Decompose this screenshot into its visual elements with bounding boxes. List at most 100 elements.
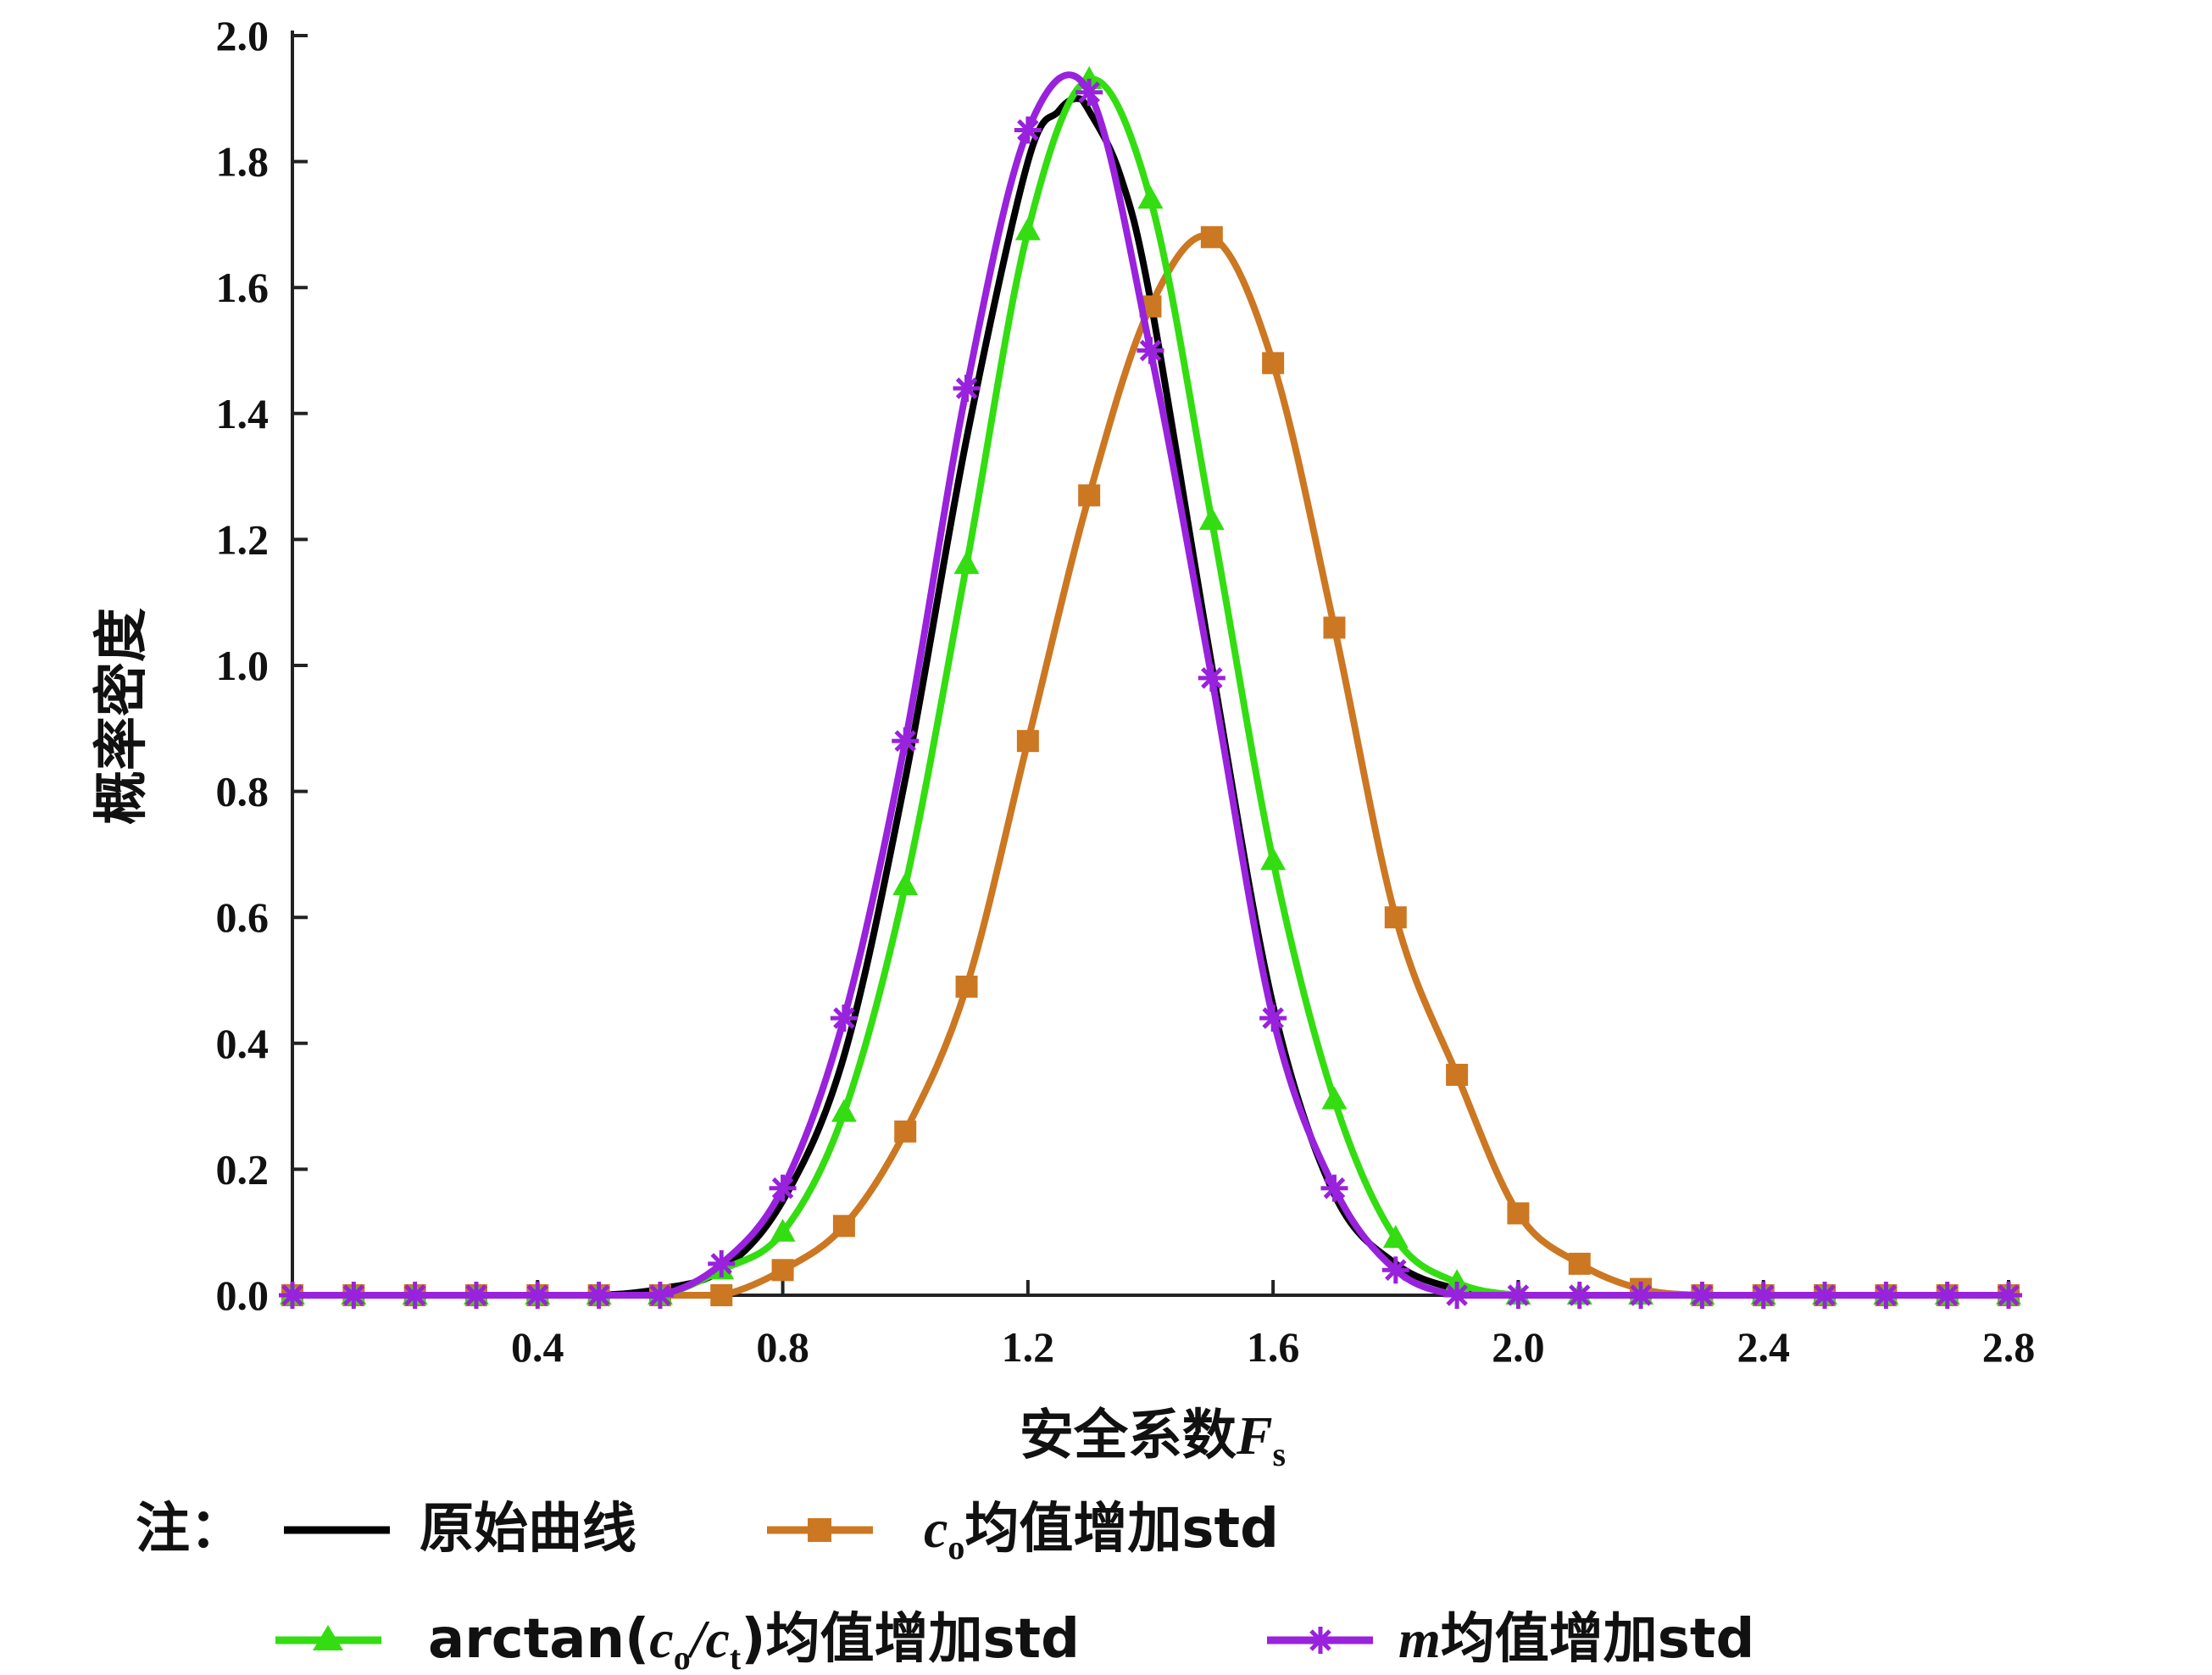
legend-label-arctan: arctan(co/ct)均值增加std xyxy=(428,1608,1080,1675)
series-c0 xyxy=(281,225,2020,1306)
data-point-c0 xyxy=(1568,1252,1591,1275)
legend-marker-c0 xyxy=(808,1518,831,1542)
data-point-m xyxy=(708,1249,736,1277)
y-tick-label: 1.4 xyxy=(216,390,270,437)
data-point-arctan xyxy=(831,1099,857,1122)
x-axis-title: 安全系数Fs xyxy=(1020,1405,1286,1473)
data-point-arctan xyxy=(1260,847,1287,871)
legend-entry-original: 原始曲线 xyxy=(284,1498,636,1561)
x-tick-label: 1.6 xyxy=(1247,1323,1300,1371)
y-tick-label: 0.8 xyxy=(216,768,270,815)
series-line-m xyxy=(292,71,2009,1299)
data-point-arctan xyxy=(1137,186,1164,209)
legend-entry-m: m均值增加std xyxy=(1267,1608,1754,1671)
x-tick-label: 0.4 xyxy=(511,1323,564,1371)
x-axis-title-text: 安全系数 xyxy=(1020,1405,1237,1467)
x-tick-label: 2.8 xyxy=(1982,1323,2036,1371)
data-point-c0 xyxy=(1200,225,1223,248)
data-point-arctan xyxy=(1014,217,1041,241)
data-point-m xyxy=(769,1174,797,1202)
data-point-m xyxy=(1811,1282,1839,1309)
data-point-arctan xyxy=(892,872,919,896)
data-point-c0 xyxy=(1384,906,1407,929)
legend-label-m: m均值增加std xyxy=(1398,1608,1754,1671)
y-tick-label: 1.0 xyxy=(216,642,270,689)
x-axis-title-var: F xyxy=(1236,1405,1273,1466)
data-point-m xyxy=(830,1004,858,1032)
data-point-m xyxy=(953,375,981,403)
y-tick-label: 0.6 xyxy=(216,893,270,941)
y-tick-label: 0.0 xyxy=(216,1272,270,1319)
legend-arctan-var2: c xyxy=(705,1609,729,1669)
data-point-c0 xyxy=(710,1284,733,1306)
x-axis-title-sub: s xyxy=(1273,1435,1287,1473)
series-original xyxy=(292,95,2009,1299)
data-point-c0 xyxy=(1507,1202,1530,1225)
y-tick-label: 0.4 xyxy=(216,1020,270,1067)
data-point-m xyxy=(1872,1282,1900,1309)
data-point-m xyxy=(1198,664,1225,692)
data-point-arctan xyxy=(770,1218,796,1242)
data-point-c0 xyxy=(1016,730,1039,753)
data-point-m xyxy=(1137,337,1164,364)
legend-arctan-sub2: t xyxy=(730,1639,742,1675)
y-tick-label: 2.0 xyxy=(216,12,270,59)
x-tick-label: 1.2 xyxy=(1002,1323,1055,1371)
legend-c0-sub: o xyxy=(948,1528,964,1566)
data-point-m xyxy=(279,1282,306,1309)
x-tick-label: 2.4 xyxy=(1737,1323,1790,1371)
data-point-c0 xyxy=(771,1259,794,1282)
data-point-m xyxy=(1627,1282,1655,1309)
data-point-m xyxy=(1995,1282,2022,1309)
data-point-c0 xyxy=(1078,484,1101,507)
legend-m-var: m xyxy=(1398,1609,1441,1669)
data-point-arctan xyxy=(1321,1086,1348,1110)
data-point-m xyxy=(1381,1256,1409,1284)
y-tick-label: 0.2 xyxy=(216,1145,270,1193)
plot-area: 0.0 0.2 0.4 0.6 0.8 1.0 1.2 1.4 1.6 1.8 2.0 0.4 0.8 1… xyxy=(216,12,2036,1371)
data-point-m xyxy=(524,1282,552,1309)
legend-arctan-suffix: )均值增加std xyxy=(741,1608,1080,1671)
legend-marker-arctan xyxy=(313,1625,343,1650)
legend-label-original: 原始曲线 xyxy=(420,1498,636,1561)
series-line-original xyxy=(292,95,2009,1299)
legend-arctan-sub1: o xyxy=(674,1639,691,1675)
data-point-m xyxy=(585,1282,613,1309)
legend-entry-arctan: arctan(co/ct)均值增加std xyxy=(275,1608,1080,1675)
data-point-c0 xyxy=(1262,352,1285,375)
legend: 注： 原始曲线 co均值增加std arctan(co/ct)均值增加std xyxy=(136,1498,1754,1675)
data-point-arctan xyxy=(1198,507,1225,531)
data-point-m xyxy=(1688,1282,1716,1309)
legend-prefix: 注： xyxy=(136,1498,244,1561)
legend-m-text: 均值增加std xyxy=(1441,1608,1755,1671)
data-point-c0 xyxy=(894,1120,917,1143)
data-point-c0 xyxy=(832,1215,855,1238)
data-point-m xyxy=(892,727,920,755)
legend-marker-m xyxy=(1307,1627,1334,1654)
legend-c0-text: 均值增加std xyxy=(964,1498,1279,1561)
data-point-c0 xyxy=(1323,616,1346,639)
data-point-m xyxy=(1565,1282,1593,1309)
data-point-m xyxy=(1075,78,1103,106)
data-point-m xyxy=(340,1282,368,1309)
data-point-arctan xyxy=(953,551,980,575)
data-point-m xyxy=(1259,1004,1287,1032)
series-line-arctan xyxy=(292,75,2009,1299)
legend-entry-c0: co均值增加std xyxy=(767,1498,1279,1566)
x-tick-label: 0.8 xyxy=(756,1323,809,1371)
legend-arctan-prefix: arctan( xyxy=(428,1608,649,1671)
y-tick-label: 1.2 xyxy=(216,515,270,563)
y-tick-label: 1.8 xyxy=(216,138,270,186)
series-m xyxy=(279,71,2022,1309)
y-tick-label: 1.6 xyxy=(216,264,270,311)
series-line-c0 xyxy=(292,232,2009,1299)
data-point-m xyxy=(1933,1282,1961,1309)
data-point-m xyxy=(1749,1282,1777,1309)
data-point-m xyxy=(401,1282,429,1309)
data-point-m xyxy=(1014,116,1042,144)
legend-arctan-var1: c xyxy=(649,1609,673,1669)
legend-c0-var: c xyxy=(924,1499,948,1559)
legend-label-c0: co均值增加std xyxy=(924,1498,1279,1566)
x-tick-label: 2.0 xyxy=(1492,1323,1545,1371)
